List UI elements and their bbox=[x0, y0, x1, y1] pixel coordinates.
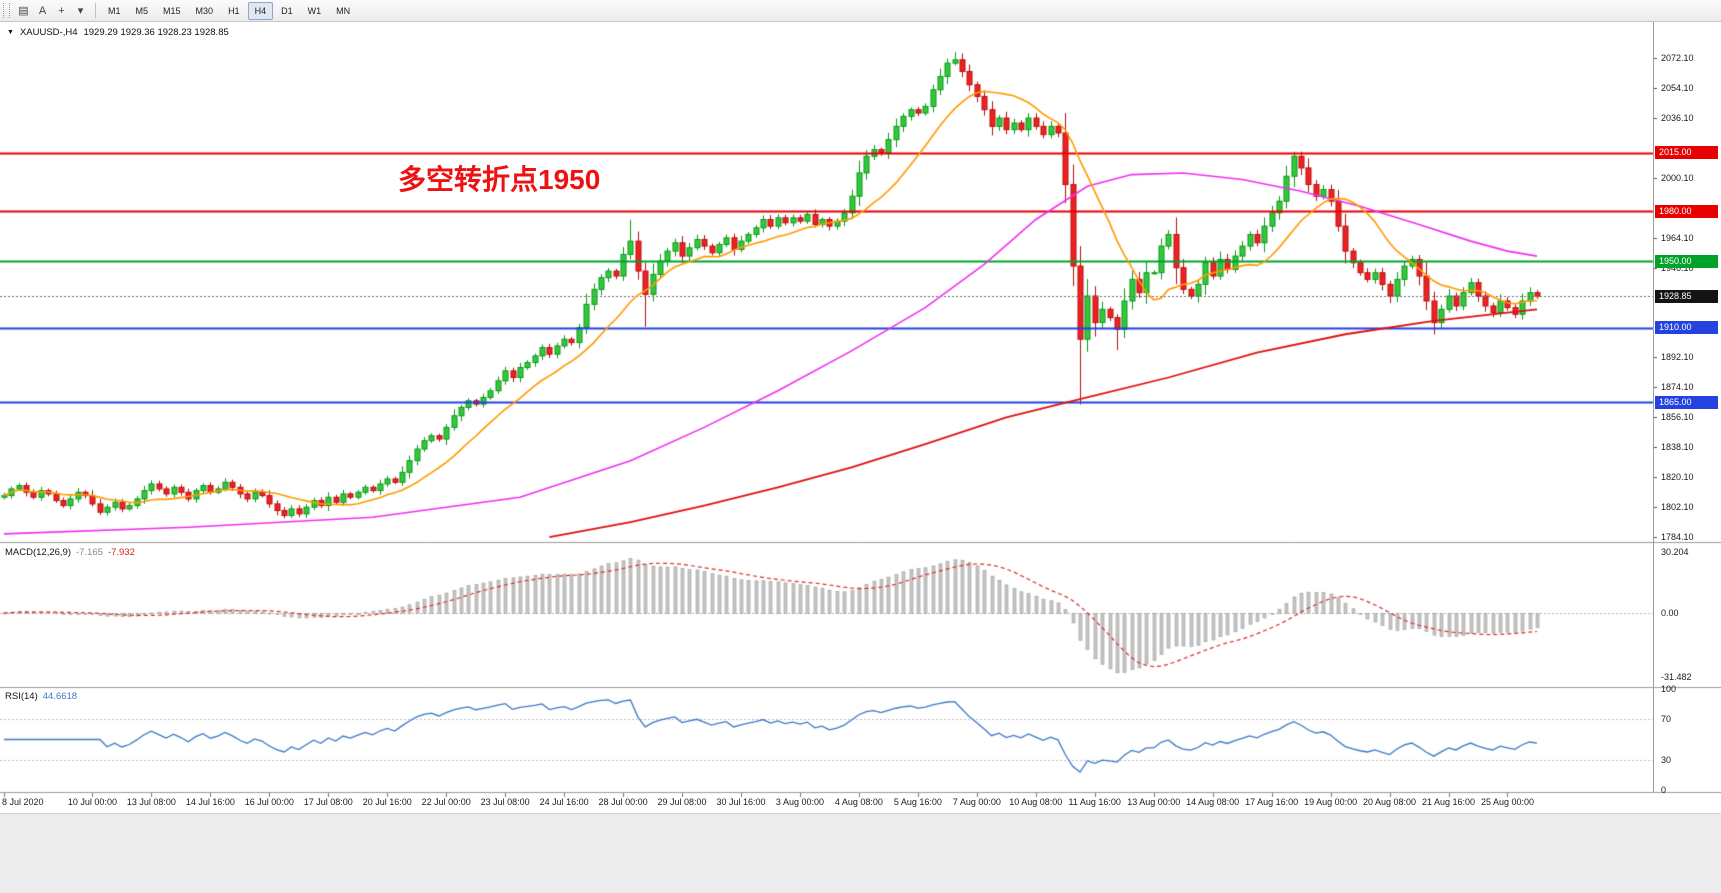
chart-marker-icon: ▼ bbox=[7, 29, 14, 36]
date-label: 30 Jul 16:00 bbox=[716, 797, 766, 807]
timeframe-button-mn[interactable]: MN bbox=[336, 5, 351, 16]
price-tick-label: 1838.10 bbox=[1661, 442, 1694, 453]
rsi-tick-label: 30 bbox=[1661, 754, 1672, 765]
date-label: 20 Jul 16:00 bbox=[362, 797, 412, 807]
price-tick-label: 1856.10 bbox=[1661, 412, 1694, 423]
date-label: 17 Aug 16:00 bbox=[1245, 797, 1299, 807]
macd-tick-label: 30.204 bbox=[1661, 546, 1689, 557]
price-level-badge-1865.00: 1865.00 bbox=[1655, 395, 1718, 409]
date-label: 22 Jul 00:00 bbox=[421, 797, 471, 807]
date-label: 21 Aug 16:00 bbox=[1421, 797, 1476, 807]
date-label: 4 Aug 08:00 bbox=[834, 797, 883, 807]
date-label: 24 Jul 16:00 bbox=[539, 797, 589, 807]
price-level-badge-1928.85: 1928.85 bbox=[1655, 289, 1718, 303]
date-label: 20 Aug 08:00 bbox=[1363, 797, 1417, 807]
date-label: 28 Jul 00:00 bbox=[598, 797, 648, 807]
rsi-tick-label: 100 bbox=[1661, 684, 1677, 694]
timeframe-button-w1[interactable]: W1 bbox=[307, 5, 322, 16]
rsi-name: RSI(14) bbox=[5, 691, 38, 702]
date-label: 10 Aug 08:00 bbox=[1009, 797, 1063, 807]
timeframe-button-m30[interactable]: M30 bbox=[195, 5, 214, 16]
price-tick-label: 1874.10 bbox=[1661, 382, 1694, 393]
symbol-header: ▼ XAUUSD-,H4 1929.29 1929.36 1928.23 192… bbox=[7, 27, 229, 38]
timeframe-button-h1[interactable]: H1 bbox=[228, 5, 240, 16]
price-tick-label: 2054.10 bbox=[1661, 82, 1694, 93]
date-label: 13 Aug 00:00 bbox=[1127, 797, 1181, 807]
date-label: 25 Aug 00:00 bbox=[1480, 797, 1534, 807]
chart-text-annotation[interactable]: 多空转折点1950 bbox=[398, 164, 601, 195]
date-label: 14 Aug 08:00 bbox=[1186, 797, 1240, 807]
date-label: 7 Aug 00:00 bbox=[952, 797, 1001, 807]
date-label: 5 Aug 16:00 bbox=[893, 797, 942, 807]
macd-tick-label: 0.00 bbox=[1661, 607, 1679, 618]
date-label: 3 Aug 00:00 bbox=[775, 797, 824, 807]
date-label: 11 Aug 16:00 bbox=[1068, 797, 1121, 807]
date-label: 23 Jul 08:00 bbox=[480, 797, 530, 807]
rsi-tick-label: 70 bbox=[1661, 714, 1672, 725]
price-axis[interactable]: 2072.10 2054.10 2036.10 2000.10 1964.10 1946.… bbox=[1653, 22, 1721, 795]
timeframe-button-d1[interactable]: D1 bbox=[281, 5, 293, 16]
date-label: 29 Jul 08:00 bbox=[657, 797, 707, 807]
crosshair-icon[interactable]: + bbox=[58, 4, 65, 17]
timeframe-button-m15[interactable]: M15 bbox=[163, 5, 181, 16]
symbol-title: XAUUSD-,H4 bbox=[19, 27, 78, 38]
date-label: 10 Jul 00:00 bbox=[67, 797, 117, 807]
timeframe-group: M1 M5 M15 M30 H1 H4 D1 W1 MN bbox=[101, 1, 358, 20]
date-label: 17 Jul 08:00 bbox=[303, 797, 353, 807]
objects-dropdown-icon[interactable]: ▾ bbox=[77, 5, 84, 17]
macd-tick-label: -31.482 bbox=[1661, 671, 1692, 682]
price-level-badge-1910.00: 1910.00 bbox=[1655, 321, 1718, 335]
price-tick-label: 2000.10 bbox=[1661, 172, 1694, 183]
price-tick-label: 1946.10 bbox=[1661, 262, 1694, 273]
date-label: 8 Jul 2020 bbox=[2, 797, 44, 807]
date-label: 19 Aug 00:00 bbox=[1304, 797, 1358, 807]
rsi-indicator-label: RSI(14) 44.6618 bbox=[5, 691, 77, 702]
window-footer bbox=[0, 813, 1721, 893]
cursor-icon[interactable]: A bbox=[38, 4, 47, 17]
rsi-tick-label: 0 bbox=[1661, 785, 1667, 795]
price-level-badge-1950.00: 1950.00 bbox=[1655, 254, 1718, 268]
charts-grid-icon[interactable]: ▤ bbox=[18, 5, 29, 17]
rsi-value: 44.6618 bbox=[42, 691, 78, 702]
macd-indicator-label: MACD(12,26,9) -7.165 -7.932 bbox=[5, 547, 135, 558]
toolbar-grip[interactable] bbox=[3, 3, 10, 18]
toolbar-separator bbox=[95, 3, 96, 18]
timeframe-button-h4[interactable]: H4 bbox=[247, 1, 274, 20]
price-tick-label: 2072.10 bbox=[1661, 53, 1694, 63]
macd-main-value: -7.165 bbox=[76, 547, 103, 558]
date-label: 16 Jul 00:00 bbox=[244, 797, 294, 807]
timeframe-button-m1[interactable]: M1 bbox=[108, 5, 121, 16]
timeframe-button-m5[interactable]: M5 bbox=[135, 5, 149, 16]
date-axis[interactable]: 8 Jul 2020 10 Jul 00:00 13 Jul 08:00 14 Jul… bbox=[0, 793, 1721, 813]
date-label: 13 Jul 08:00 bbox=[126, 797, 176, 807]
price-tick-label: 1802.10 bbox=[1661, 502, 1694, 513]
price-tick-label: 1892.10 bbox=[1661, 352, 1694, 363]
toolbar-icon-group: ▤ A + ▾ bbox=[14, 2, 90, 20]
price-tick-label: 1964.10 bbox=[1661, 232, 1694, 243]
macd-name: MACD(12,26,9) bbox=[5, 547, 71, 558]
price-tick-label: 1784.10 bbox=[1661, 532, 1694, 542]
toolbar: ▤ A + ▾ M1 M5 M15 M30 H1 H4 D1 W1 MN bbox=[0, 0, 1721, 22]
price-tick-label: 2036.10 bbox=[1661, 112, 1694, 123]
price-tick-label: 1820.10 bbox=[1661, 472, 1694, 483]
price-level-badge-2015.00: 2015.00 bbox=[1655, 146, 1718, 160]
ohlc-values: 1929.29 1929.36 1928.23 1928.85 bbox=[83, 27, 229, 38]
macd-signal-value: -7.932 bbox=[107, 547, 135, 558]
price-level-badge-1980.00: 1980.00 bbox=[1655, 204, 1718, 218]
date-label: 14 Jul 16:00 bbox=[185, 797, 235, 807]
